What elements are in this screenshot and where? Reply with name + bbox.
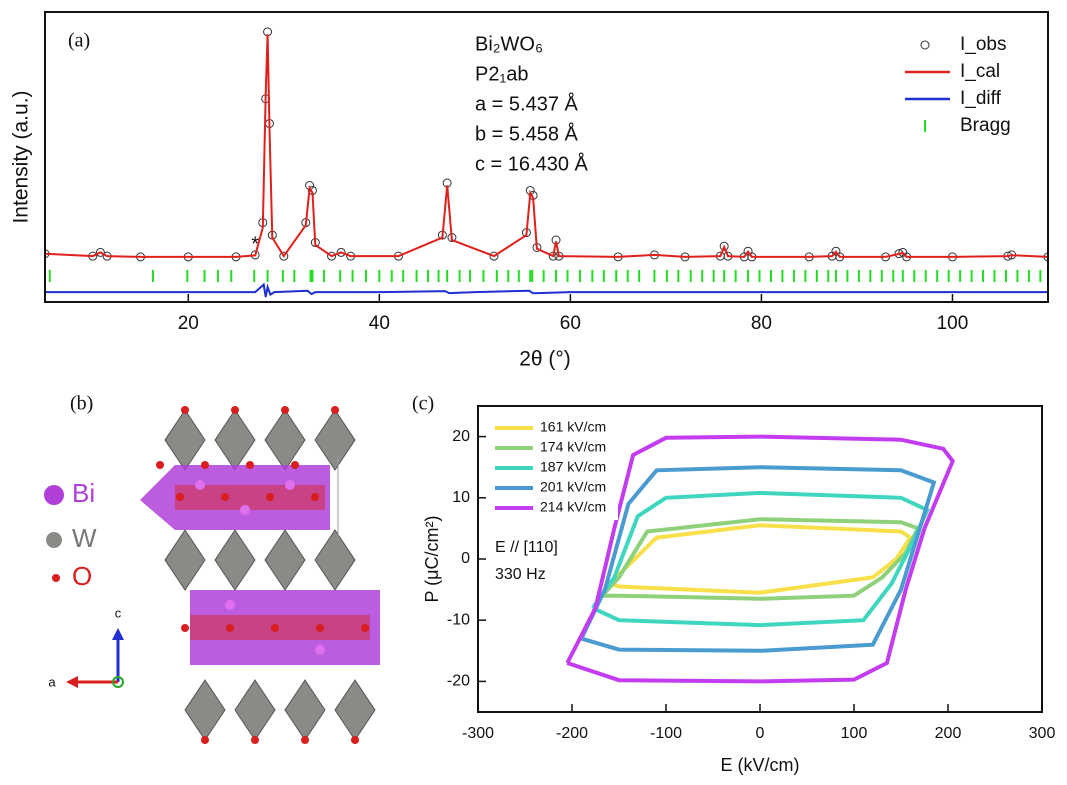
- x-axis-label: 2θ (°): [519, 348, 571, 371]
- legend-label: I_diff: [960, 88, 1002, 109]
- legend-label: 187 kV/cm: [540, 459, 606, 475]
- legend-label: Bragg: [960, 115, 1011, 136]
- x-tick-label: 200: [935, 725, 962, 742]
- data-point: [95, 247, 105, 257]
- plot-area: [45, 27, 1048, 298]
- legend-label: I_obs: [960, 34, 1006, 55]
- panel-label: (b): [70, 393, 93, 415]
- axes-frame: [477, 405, 1043, 713]
- annotation: a = 5.437 Å: [475, 92, 579, 115]
- legend-label: W: [72, 523, 97, 553]
- data-point: [719, 241, 729, 251]
- data-point: [336, 247, 346, 257]
- legend-label: I_cal: [960, 61, 1000, 82]
- series-line: [565, 434, 955, 684]
- data-point: [327, 251, 337, 261]
- panel-label: (c): [412, 393, 434, 415]
- x-tick-label: -300: [462, 725, 494, 742]
- data-point: [279, 251, 289, 261]
- series-line: [608, 523, 914, 595]
- x-tick-label: 0: [756, 725, 765, 742]
- plot-area: [565, 434, 955, 684]
- legend-label: O: [72, 561, 92, 591]
- series-line: [45, 282, 1048, 298]
- annotation: E // [110]: [495, 539, 558, 556]
- legend-symbol: [920, 40, 930, 50]
- x-tick-label: 40: [369, 313, 390, 334]
- series-line: [591, 490, 930, 628]
- annotation: c = 16.430 Å: [475, 152, 589, 175]
- y-tick-label: -20: [447, 673, 470, 690]
- legend-label: 174 kV/cm: [540, 439, 606, 455]
- y-axis-label: Intensity (a.u.): [10, 90, 33, 223]
- y-axis-label: P (μC/cm²): [422, 515, 442, 602]
- legend-label: 161 kV/cm: [540, 419, 606, 435]
- x-tick-label: 60: [560, 313, 581, 334]
- crystal-structure: [44, 406, 380, 744]
- axis-label: c: [115, 605, 122, 620]
- x-tick-label: 80: [751, 313, 772, 334]
- legend-label: 214 kV/cm: [540, 499, 606, 515]
- annotation: 330 Hz: [495, 566, 546, 583]
- legend-label: Bi: [72, 478, 95, 508]
- x-tick-label: 100: [937, 313, 969, 334]
- x-tick-label: 20: [178, 313, 199, 334]
- y-tick-label: -10: [447, 611, 470, 628]
- axis-label: a: [48, 674, 56, 689]
- legend-label: 201 kV/cm: [540, 479, 606, 495]
- annotation: b = 5.458 Å: [475, 122, 579, 145]
- y-tick-label: 20: [452, 428, 470, 445]
- series-line: [579, 465, 937, 653]
- y-tick-label: 10: [452, 489, 470, 506]
- axes-frame: [44, 11, 1049, 303]
- annotation: P2₁ab: [475, 63, 528, 85]
- annotation: *: [251, 233, 259, 255]
- x-tick-label: 300: [1029, 725, 1056, 742]
- x-axis-label: E (kV/cm): [721, 755, 800, 775]
- x-tick-label: -100: [650, 725, 682, 742]
- x-tick-label: -200: [556, 725, 588, 742]
- x-tick-label: 100: [841, 725, 868, 742]
- annotation: Bi₂WO₆: [475, 33, 543, 55]
- data-point: [489, 251, 499, 261]
- y-tick-label: 0: [461, 550, 470, 567]
- series-line: [45, 34, 1048, 258]
- panel-label: (a): [68, 30, 90, 52]
